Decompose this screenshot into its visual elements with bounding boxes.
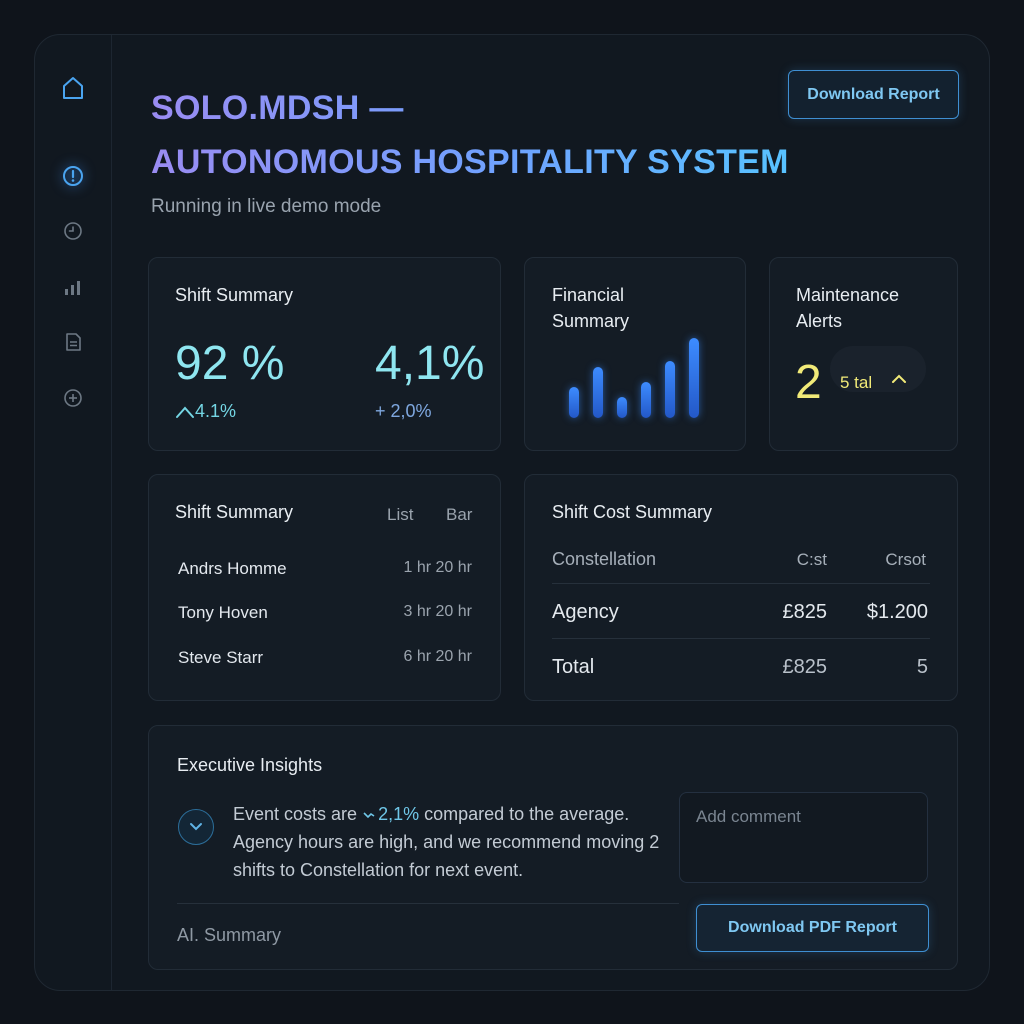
shift-cost-card: Shift Cost Summary Constellation C:st Cr… [524,474,958,701]
shift-row-name: Tony Hoven [178,603,268,622]
shift-row-name: Steve Starr [178,648,264,667]
shift-summary-card: Shift Summary 92 % 4.1% 4,1% + 2,0% [148,257,501,451]
trend-icon [363,812,375,819]
shift-metric-primary-delta: 4.1% [175,401,236,422]
dashboard-window: SOLO.MDSH — AUTONOMOUS HOSPITALITY SYSTE… [34,34,990,991]
delta-value: 4.1% [195,401,237,421]
cost-row-label: Agency [552,601,619,623]
download-report-button[interactable]: Download Report [788,70,959,119]
cost-row-rate: 5 [916,656,928,678]
card-title: Executive Insights [177,755,323,775]
card-title-line1: Maintenance [796,285,900,305]
chevron-up-icon [176,405,194,418]
shift-row-hours: 6 hr 20 hr [403,648,472,665]
cost-row-cost: £825 [782,601,828,623]
alert-count: 2 [795,356,822,409]
bar-chart-icon[interactable] [58,272,88,302]
shift-metric-secondary-delta: + 2,0% [375,401,432,421]
card-title: Shift Summary [175,285,294,305]
cost-row-rate: $1.200 [866,601,928,623]
financial-bar [665,361,675,418]
shift-metric-primary: 92 % [175,337,285,390]
card-title: Financial Summary [552,282,629,334]
download-pdf-button[interactable]: Download PDF Report [696,904,929,952]
card-title-line2: Summary [552,311,630,331]
financial-bar [593,367,603,418]
home-icon[interactable] [58,73,88,103]
tab-bar[interactable]: Bar [446,505,473,524]
financial-bar [689,338,699,418]
document-icon[interactable] [58,327,88,357]
cost-row-label: Total [552,656,595,678]
divider [177,903,679,904]
shift-metric-secondary: 4,1% [375,337,485,390]
insight-text: Event costs are 2,1% compared to the ave… [233,800,683,884]
shift-row-hours: 1 hr 20 hr [403,559,472,576]
financial-bar [617,397,627,418]
financial-bar [641,382,651,418]
chevron-up-icon[interactable] [890,372,908,386]
cost-header-cost: C:st [796,550,827,569]
shift-list-card: Shift Summary List Bar Andrs Homme 1 hr … [148,474,501,701]
maintenance-alerts-card: Maintenance Alerts 2 5 tal [769,257,958,451]
sidebar [35,35,112,990]
card-title: Shift Summary [175,502,294,522]
cost-header-rate: Crsot [885,550,926,569]
clock-icon[interactable] [58,216,88,246]
executive-insights-card: Executive Insights Event costs are 2,1% … [148,725,958,970]
ai-summary-label: AI. Summary [177,925,282,945]
chevron-down-icon [190,823,202,831]
page-subtitle: Running in live demo mode [151,196,382,217]
alert-pill[interactable] [830,346,926,392]
shift-row-hours: 3 hr 20 hr [403,603,472,620]
insight-highlight: 2,1% [362,804,419,824]
card-title-line2: Alerts [796,311,843,331]
card-title-line1: Financial [552,285,625,305]
card-title: Shift Cost Summary [552,502,713,522]
alert-label: 5 tal [840,373,873,392]
alert-icon[interactable] [58,161,88,191]
insight-highlight-value: 2,1% [378,804,420,824]
financial-summary-card: Financial Summary [524,257,746,451]
divider [552,638,930,639]
card-title: Maintenance Alerts [796,282,899,334]
financial-bar-chart [565,334,715,418]
cost-header-label: Constellation [552,549,657,569]
page-title-line2: AUTONOMOUS HOSPITALITY SYSTEM [151,143,789,181]
comment-input[interactable] [679,792,928,883]
shift-row-name: Andrs Homme [178,559,287,578]
divider [552,583,930,584]
add-icon[interactable] [58,383,88,413]
insight-text-start: Event costs are [233,804,363,824]
insight-text-end: compared to the average. Agency hours ar… [233,804,660,880]
expand-toggle[interactable] [178,809,214,845]
page-title-line1: SOLO.MDSH — [151,89,404,127]
financial-bar [569,387,579,418]
cost-row-cost: £825 [782,656,828,678]
page-title: SOLO.MDSH — AUTONOMOUS HOSPITALITY SYSTE… [151,81,789,189]
tab-list[interactable]: List [387,505,414,524]
